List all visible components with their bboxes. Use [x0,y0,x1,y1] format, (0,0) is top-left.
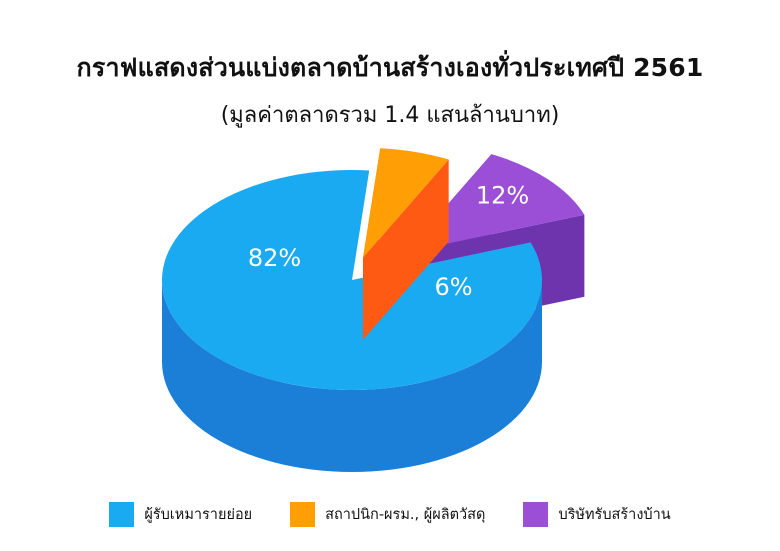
value-label-builders: 12% [476,181,529,209]
pie-slice-contractors [162,170,543,472]
legend-label-builders: บริษัทรับสร้างบ้าน [558,507,671,523]
legend-swatch-architects [290,502,316,527]
chart-subtitle: (มูลค่าตลาดรวม 1.4 แสนล้านบาท) [220,103,560,128]
value-label-contractors: 82% [248,244,301,272]
pie-slice-architects [363,148,449,340]
legend-swatch-builders [523,502,549,527]
legend-item-contractors: ผู้รับเหมารายย่อย [109,502,252,527]
legend: ผู้รับเหมารายย่อย สถาปนิก-ผรม., ผู้ผลิตว… [0,502,780,527]
legend-label-architects: สถาปนิก-ผรม., ผู้ผลิตวัสดุ [325,507,486,523]
legend-swatch-contractors [109,502,135,527]
legend-item-architects: สถาปนิก-ผรม., ผู้ผลิตวัสดุ [290,502,485,527]
legend-label-contractors: ผู้รับเหมารายย่อย [144,507,253,523]
chart-title: กราฟแสดงส่วนแบ่งตลาดบ้านสร้างเองทั่วประเ… [76,53,704,82]
value-label-architects: 6% [434,273,472,301]
legend-item-builders: บริษัทรับสร้างบ้าน [523,502,671,527]
